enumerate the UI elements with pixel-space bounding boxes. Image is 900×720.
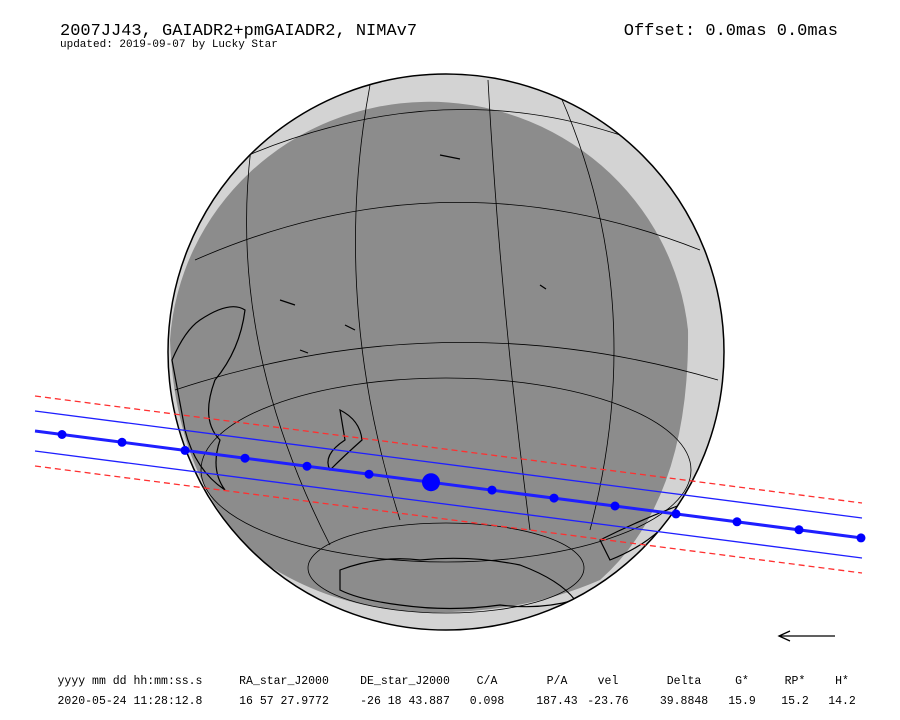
column-header: H* xyxy=(835,675,849,688)
cell: 15.9 xyxy=(728,695,756,708)
info-table: yyyy mm dd hh:mm:ss.s RA_star_J2000 DE_sta… xyxy=(58,675,856,708)
subtitle: updated: 2019-09-07 by Lucky Star xyxy=(60,39,278,51)
column-header: C/A xyxy=(477,675,498,688)
cell: 15.2 xyxy=(781,695,809,708)
column-header: RA_star_J2000 xyxy=(239,675,329,688)
column-header: Delta xyxy=(667,675,702,688)
globe-outline xyxy=(167,73,725,631)
column-header: vel xyxy=(598,675,619,688)
cell: -26 18 43.887 xyxy=(360,695,450,708)
column-header: RP* xyxy=(785,675,806,688)
cell: 39.8848 xyxy=(660,695,708,708)
cell: 14.2 xyxy=(828,695,856,708)
cell: 16 57 27.9772 xyxy=(239,695,329,708)
title: 2007JJ43, GAIADR2+pmGAIADR2, NIMAv7 xyxy=(60,22,417,41)
offset: Offset: 0.0mas 0.0mas xyxy=(624,22,838,41)
cell: -23.76 xyxy=(587,695,629,708)
globe xyxy=(168,74,724,630)
column-header: P/A xyxy=(547,675,568,688)
cell: 2020-05-24 11:28:12.8 xyxy=(58,695,203,708)
cell: 0.098 xyxy=(470,695,505,708)
shadow-path xyxy=(34,395,866,574)
column-header: G* xyxy=(735,675,749,688)
column-header: DE_star_J2000 xyxy=(360,675,450,688)
cell: 187.43 xyxy=(536,695,578,708)
direction-arrow xyxy=(777,630,835,642)
column-header: yyyy mm dd hh:mm:ss.s xyxy=(58,675,203,688)
